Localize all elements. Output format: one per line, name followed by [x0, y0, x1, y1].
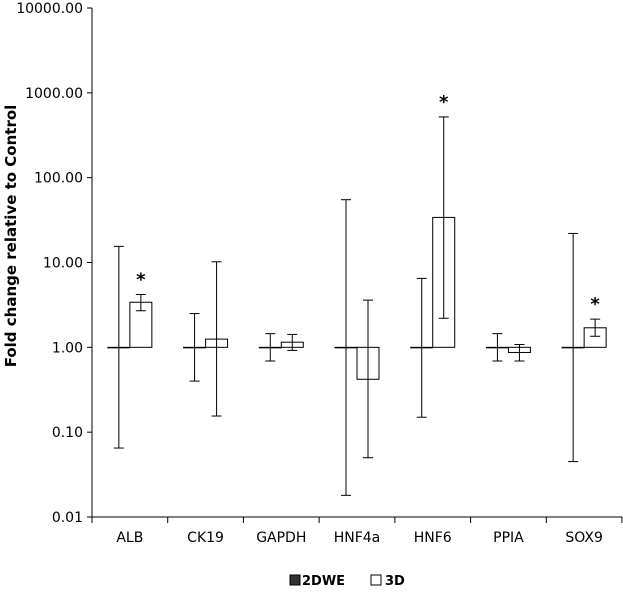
y-axis: 0.01 0.10 1.00 10.00 100.00 1000.00 10000.00: [16, 1, 93, 526]
x-tick-label: HNF6: [414, 530, 452, 546]
legend-swatch-2dwe: [289, 574, 301, 586]
y-tick-label: 0.01: [52, 510, 83, 526]
x-tick-label: HNF4a: [334, 530, 381, 546]
x-tick-label: CK19: [187, 530, 224, 546]
x-tick-label: PPIA: [493, 530, 524, 546]
significance-star: *: [590, 294, 600, 315]
y-tick-label: 100.00: [34, 171, 83, 187]
error-bars: [113, 116, 601, 496]
y-axis-label: Fold change relative to Control: [2, 105, 20, 368]
y-tick-label: 10000.00: [16, 1, 83, 17]
y-tick-label: 1000.00: [25, 86, 83, 102]
bars: [107, 216, 607, 380]
x-tick-label: SOX9: [565, 530, 603, 546]
y-tick-label: 0.10: [52, 425, 83, 441]
y-tick-label: 1.00: [52, 340, 83, 356]
significance-star: *: [136, 269, 146, 290]
legend-swatch-3d: [370, 574, 382, 586]
x-tick-label: GAPDH: [256, 530, 306, 546]
significance-markers: * * *: [136, 92, 600, 315]
legend-label-2dwe: 2DWE: [302, 574, 345, 589]
y-tick-label: 10.00: [43, 256, 83, 272]
legend: 2DWE 3D: [289, 574, 405, 589]
x-tick-label: ALB: [116, 530, 143, 546]
x-axis: ALB CK19 GAPDH HNF4a HNF6 PPIA SOX9: [91, 516, 623, 546]
significance-star: *: [439, 92, 449, 113]
legend-label-3d: 3D: [385, 574, 405, 589]
